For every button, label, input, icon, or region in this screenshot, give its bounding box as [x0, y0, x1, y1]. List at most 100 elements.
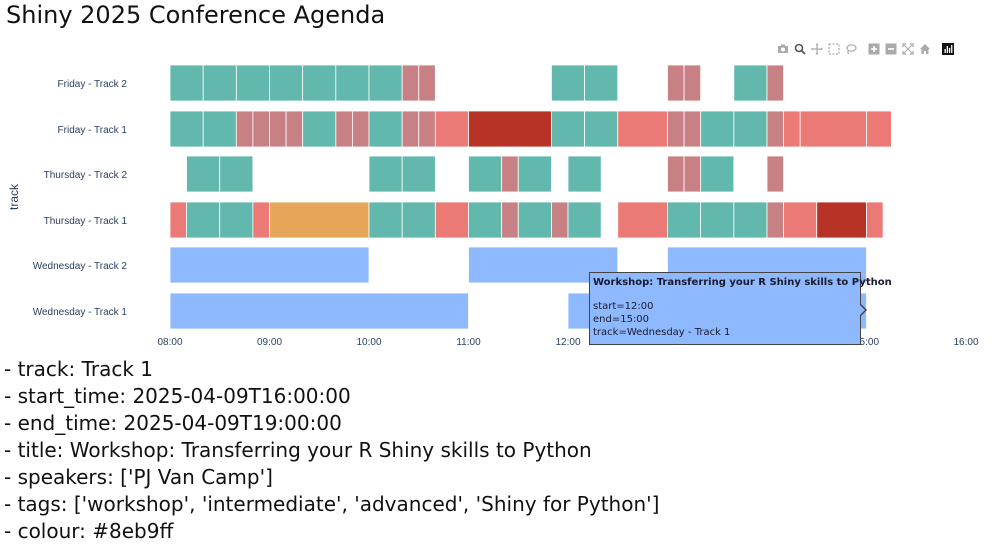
session-bar[interactable] [368, 201, 403, 239]
detail-speakers: - speakers: ['PJ Van Camp'] [4, 465, 273, 489]
session-bar[interactable] [551, 201, 569, 239]
session-bar[interactable] [468, 201, 503, 239]
y-tick-label: Wednesday - Track 1 [33, 307, 128, 318]
session-bar[interactable] [219, 201, 254, 239]
session-bar[interactable] [302, 64, 337, 102]
session-bar[interactable] [733, 110, 768, 148]
session-bar[interactable] [269, 64, 304, 102]
session-bar[interactable] [468, 155, 503, 193]
tooltip-start: start=12:00 [593, 301, 654, 312]
zoom-in-icon[interactable] [867, 42, 881, 56]
session-bar[interactable] [866, 201, 884, 239]
session-bars[interactable] [169, 64, 892, 330]
session-bar[interactable] [700, 110, 735, 148]
x-tick-label: 11:00 [456, 337, 481, 348]
session-bar[interactable] [501, 201, 519, 239]
session-bar[interactable] [202, 64, 237, 102]
reset-axes-icon[interactable] [918, 42, 932, 56]
session-bar[interactable] [202, 110, 237, 148]
session-bar[interactable] [418, 64, 436, 102]
y-tick-label: Thursday - Track 2 [44, 170, 128, 181]
session-bar[interactable] [169, 246, 370, 284]
session-bar[interactable] [352, 110, 370, 148]
session-bar[interactable] [667, 110, 685, 148]
session-bar[interactable] [501, 155, 519, 193]
detail-end-time: - end_time: 2025-04-09T19:00:00 [4, 411, 342, 435]
session-bar[interactable] [567, 201, 602, 239]
session-bar[interactable] [335, 110, 353, 148]
session-bar[interactable] [252, 201, 270, 239]
session-bar[interactable] [766, 201, 784, 239]
session-bar[interactable] [799, 110, 867, 148]
session-bar[interactable] [733, 64, 768, 102]
session-bar[interactable] [368, 64, 403, 102]
plotly-logo-icon[interactable] [941, 42, 955, 56]
session-bar[interactable] [617, 201, 668, 239]
session-bar[interactable] [285, 110, 304, 148]
tooltip-pointer-fill [859, 304, 865, 316]
zoom-out-icon[interactable] [884, 42, 898, 56]
autoscale-icon[interactable] [901, 42, 915, 56]
session-bar[interactable] [584, 64, 619, 102]
session-bar[interactable] [700, 201, 735, 239]
session-bar[interactable] [368, 155, 403, 193]
session-bar[interactable] [683, 110, 702, 148]
session-bar[interactable] [567, 155, 602, 193]
session-bar[interactable] [551, 110, 585, 148]
session-bar[interactable] [667, 64, 685, 102]
session-bar[interactable] [169, 201, 187, 239]
session-bar[interactable] [766, 155, 784, 193]
session-bar[interactable] [468, 110, 552, 148]
session-bar[interactable] [667, 155, 685, 193]
x-tick-label: 16:00 [953, 337, 978, 348]
session-bar[interactable] [783, 110, 801, 148]
session-bar[interactable] [186, 201, 221, 239]
session-bar[interactable] [235, 64, 270, 102]
session-bar[interactable] [252, 110, 270, 148]
session-bar[interactable] [816, 201, 867, 239]
session-bar[interactable] [302, 110, 337, 148]
detail-tags: - tags: ['workshop', 'intermediate', 'ad… [4, 492, 660, 516]
box-select-icon[interactable] [827, 42, 841, 56]
session-bar[interactable] [700, 155, 735, 193]
session-bar[interactable] [667, 201, 702, 239]
y-axis-tick-labels: Friday - Track 2 Friday - Track 1 Thursday… [33, 79, 128, 318]
session-bar[interactable] [683, 155, 702, 193]
session-bar[interactable] [169, 64, 204, 102]
session-bar[interactable] [335, 64, 370, 102]
session-bar[interactable] [683, 64, 702, 102]
session-bar[interactable] [517, 201, 552, 239]
session-bar[interactable] [766, 110, 784, 148]
session-bar[interactable] [235, 110, 254, 148]
session-bar[interactable] [368, 110, 403, 148]
session-bar[interactable] [401, 110, 420, 148]
session-bar[interactable] [219, 155, 254, 193]
camera-icon[interactable] [776, 42, 790, 56]
session-bar[interactable] [269, 110, 287, 148]
session-bar[interactable] [551, 64, 585, 102]
session-bar[interactable] [517, 155, 552, 193]
session-bar[interactable] [434, 110, 469, 148]
page-title: Shiny 2025 Conference Agenda [6, 1, 386, 29]
session-bar[interactable] [269, 201, 370, 239]
session-bar[interactable] [169, 110, 204, 148]
session-bar[interactable] [418, 110, 436, 148]
tooltip-title: Workshop: Transferring your R Shiny skil… [593, 277, 892, 288]
session-bar[interactable] [401, 155, 436, 193]
session-bar[interactable] [733, 201, 768, 239]
session-bar[interactable] [617, 110, 668, 148]
pan-icon[interactable] [810, 42, 824, 56]
session-bar[interactable] [434, 201, 469, 239]
session-bar[interactable] [169, 292, 469, 330]
session-bar[interactable] [584, 110, 619, 148]
session-bar[interactable] [401, 64, 420, 102]
zoom-icon[interactable] [793, 42, 807, 56]
session-bar[interactable] [186, 155, 221, 193]
session-bar[interactable] [783, 201, 818, 239]
agenda-timeline-chart[interactable]: track Friday - Track 2 Friday - Track 1 Th… [0, 60, 1000, 352]
lasso-icon[interactable] [844, 42, 858, 56]
y-tick-label: Wednesday - Track 2 [33, 261, 128, 272]
session-bar[interactable] [766, 64, 784, 102]
session-bar[interactable] [866, 110, 892, 148]
session-bar[interactable] [401, 201, 436, 239]
